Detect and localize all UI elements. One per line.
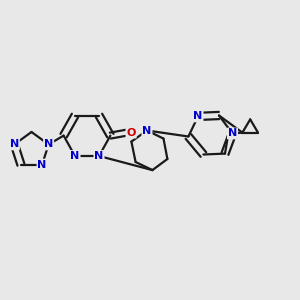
Text: O: O (126, 128, 136, 138)
Text: N: N (44, 140, 53, 149)
Text: N: N (10, 140, 19, 149)
Text: N: N (142, 125, 152, 136)
Text: N: N (228, 128, 237, 139)
Text: N: N (94, 151, 103, 161)
Text: N: N (194, 111, 202, 122)
Text: N: N (70, 151, 80, 161)
Text: N: N (38, 160, 47, 170)
